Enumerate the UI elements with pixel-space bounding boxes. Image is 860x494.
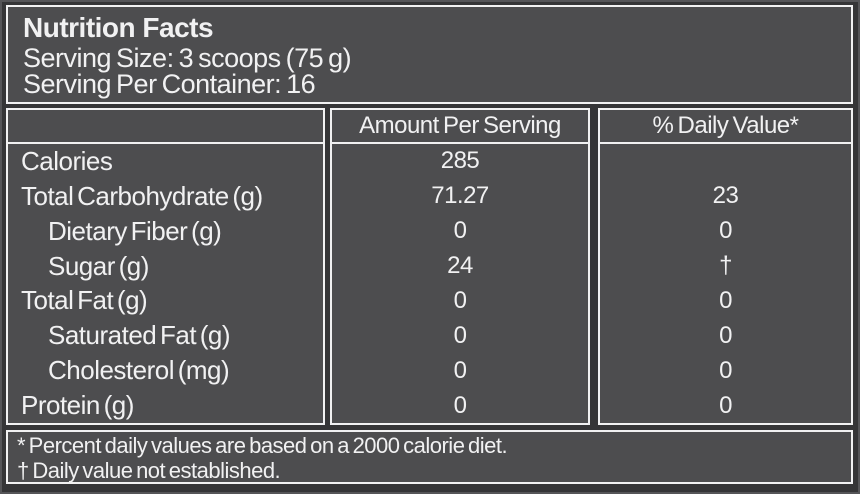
row-daily-value: 0 [719, 356, 732, 384]
nutrition-title: Nutrition Facts [23, 12, 214, 43]
row-amount: 0 [453, 321, 467, 349]
amount-column: Amount Per Serving 285 71.27 0 24 0 0 0 … [330, 108, 590, 425]
nutrient-cells: Calories Total Carbohydrate (g) Dietary … [8, 144, 323, 423]
amount-cells: 285 71.27 0 24 0 0 0 0 [332, 144, 588, 423]
footnote-dagger: † Daily value not established. [17, 458, 281, 483]
row-amount: 0 [453, 356, 467, 384]
nutrient-column: Calories Total Carbohydrate (g) Dietary … [6, 108, 325, 425]
row-label: Protein (g) [21, 390, 134, 421]
row-label: Total Carbohydrate (g) [21, 180, 263, 211]
footnote-asterisk: * Percent daily values are based on a 20… [17, 433, 508, 458]
column-header-daily-value: % Daily Value* [600, 110, 851, 144]
row-label: Total Fat (g) [21, 285, 148, 316]
row-label: Saturated Fat (g) [48, 320, 231, 351]
row-daily-value [600, 144, 851, 179]
serving-per-container: Serving Per Container: 16 [23, 69, 316, 99]
row-daily-value: 0 [719, 217, 732, 245]
label-header: Nutrition Facts Serving Size: 3 scoops (… [6, 5, 853, 104]
row-amount: 0 [453, 286, 467, 314]
row-label: Cholesterol (mg) [48, 355, 230, 386]
row-daily-value: † [719, 252, 732, 280]
daily-value-column: % Daily Value* 23 0 † 0 0 0 0 [598, 108, 853, 425]
row-amount: 0 [453, 217, 467, 245]
row-amount: 24 [447, 252, 473, 280]
daily-value-cells: 23 0 † 0 0 0 0 [600, 144, 851, 423]
row-amount: 71.27 [431, 182, 489, 210]
row-daily-value: 0 [719, 391, 732, 419]
column-header-amount: Amount Per Serving [332, 110, 588, 144]
row-daily-value: 0 [719, 321, 732, 349]
row-amount: 0 [453, 391, 467, 419]
row-label: Dietary Fiber (g) [48, 215, 222, 246]
row-amount: 285 [440, 147, 480, 175]
row-label: Calories [21, 145, 113, 176]
row-label: Sugar (g) [48, 250, 149, 281]
column-header-blank [8, 110, 323, 144]
serving-size: Serving Size: 3 scoops (75 g) [23, 43, 352, 73]
row-daily-value: 23 [712, 182, 739, 210]
row-daily-value: 0 [719, 286, 732, 314]
label-footnotes: * Percent daily values are based on a 20… [6, 430, 853, 484]
